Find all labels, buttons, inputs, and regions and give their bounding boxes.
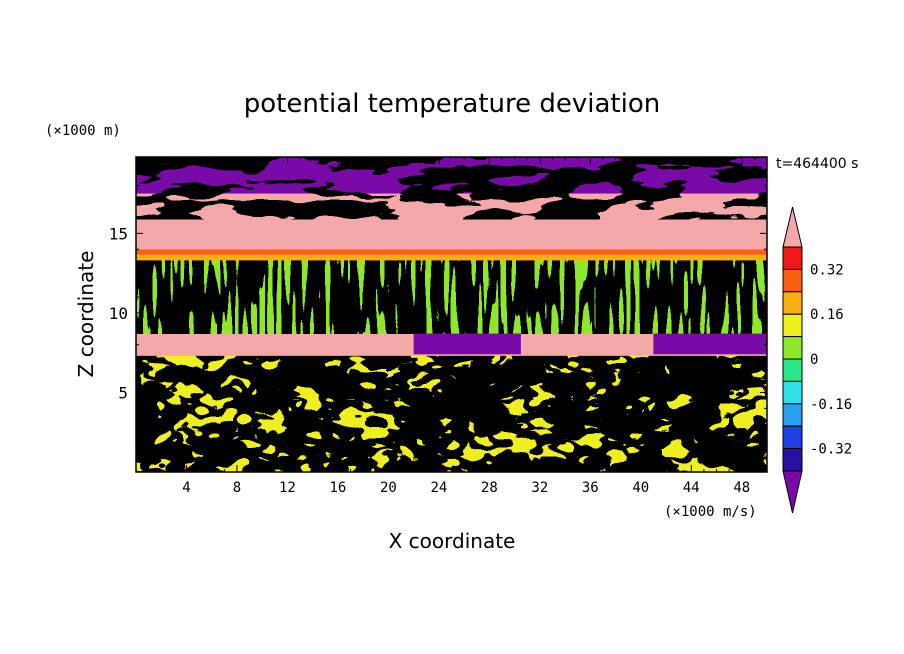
colorbar-tick-label: 0.32: [810, 262, 844, 278]
x-tick-label: 24: [430, 480, 447, 496]
colorbar-swatch: [782, 425, 803, 450]
purple-plateau: [653, 333, 767, 355]
top-pink-patches: [136, 157, 767, 220]
orange-band: [136, 254, 767, 261]
x-axis-label: X coordinate: [389, 529, 516, 553]
y-tick-label: 10: [109, 304, 128, 323]
colorbar-swatch: [782, 358, 803, 382]
x-tick-label: 48: [733, 480, 750, 496]
colorbar: 0.32 0.16 0 -0.16 -0.32: [782, 206, 852, 514]
colorbar-swatch: [782, 246, 803, 270]
x-tick-label: 4: [182, 480, 190, 496]
colorbar-bottom-triangle: [782, 470, 803, 514]
y-unit-label: (×1000 m): [45, 123, 121, 139]
x-tick-label: 44: [683, 480, 700, 496]
x-unit-label: (×1000 m/s): [664, 504, 757, 520]
colorbar-swatch: [782, 380, 803, 405]
purple-plateau: [413, 333, 521, 355]
x-tick-label: 8: [233, 480, 241, 496]
lower-layer-red: [136, 355, 767, 472]
middle-yellow-band: [136, 260, 767, 285]
colorbar-tick-label: -0.32: [810, 442, 852, 458]
colorbar-swatch: [782, 336, 803, 360]
colorbar-tick-label: 0.16: [810, 307, 844, 323]
time-label: t=464400 s: [776, 156, 858, 172]
y-tick-label: 15: [109, 224, 128, 243]
colorbar-swatch: [782, 291, 803, 315]
colorbar-tick-label: -0.16: [810, 397, 852, 413]
x-tick-label: 20: [380, 480, 397, 496]
colorbar-swatch: [782, 313, 803, 338]
contour-field: [136, 157, 767, 472]
x-tick-label: 16: [329, 480, 346, 496]
red-band: [136, 249, 767, 255]
x-tick-label: 36: [582, 480, 599, 496]
x-tick-label: 28: [481, 480, 498, 496]
colorbar-swatch: [782, 448, 803, 472]
chart-title: potential temperature deviation: [244, 89, 660, 119]
colorbar-top-triangle: [782, 206, 803, 248]
x-tick-label: 40: [632, 480, 649, 496]
x-tick-label: 12: [279, 480, 296, 496]
x-tick-label: 32: [531, 480, 548, 496]
colorbar-swatch: [782, 268, 803, 293]
colorbar-swatch: [782, 403, 803, 427]
y-tick-label: 5: [118, 383, 128, 402]
y-axis-label: Z coordinate: [74, 251, 98, 378]
colorbar-tick-label: 0: [810, 352, 818, 368]
